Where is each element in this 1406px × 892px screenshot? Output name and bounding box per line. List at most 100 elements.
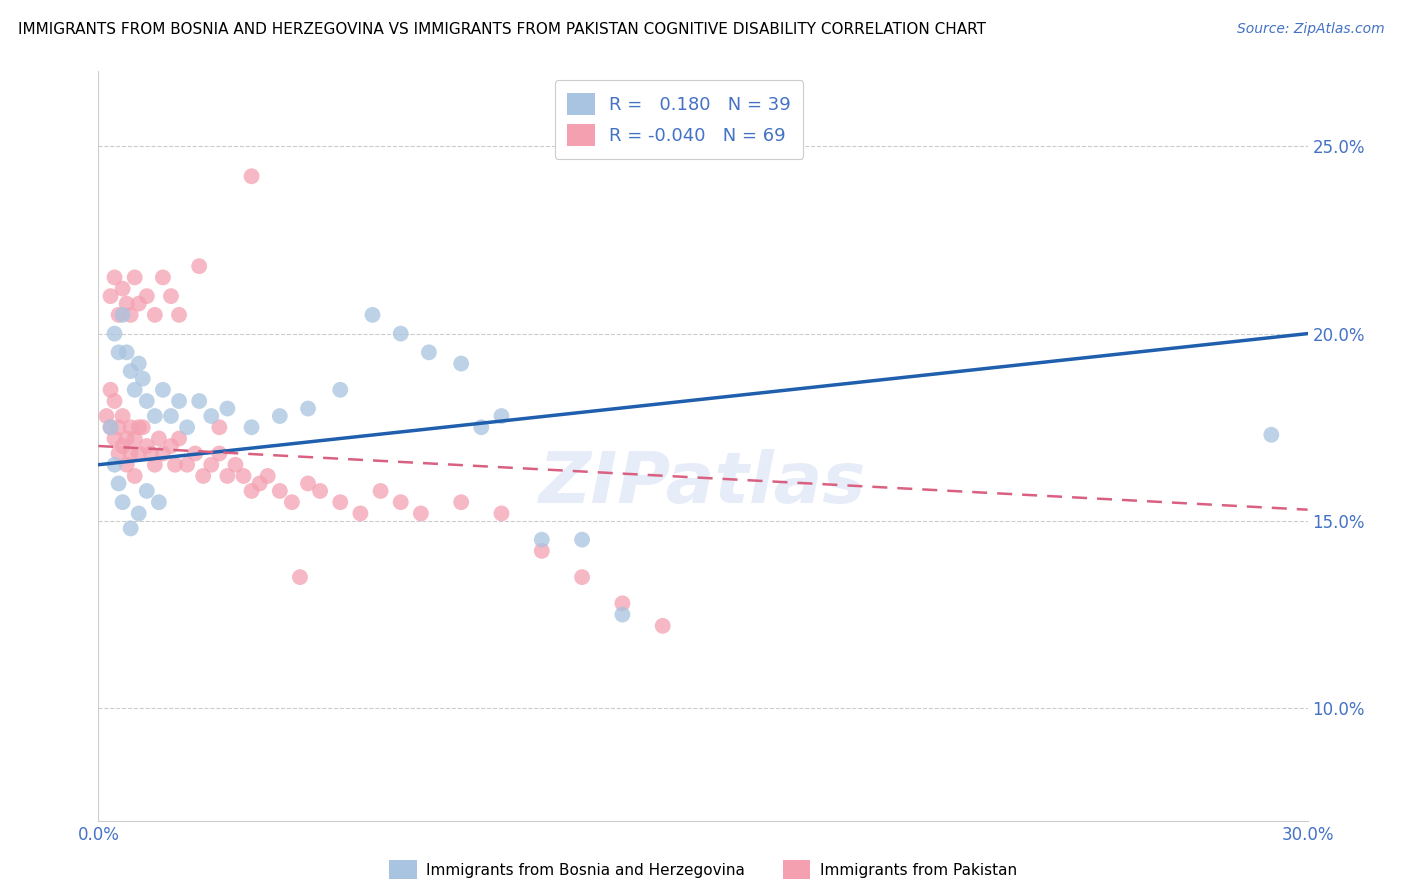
Point: [103, 270, 125, 285]
Point: [124, 270, 146, 285]
Text: IMMIGRANTS FROM BOSNIA AND HERZEGOVINA VS IMMIGRANTS FROM PAKISTAN COGNITIVE DIS: IMMIGRANTS FROM BOSNIA AND HERZEGOVINA V…: [18, 22, 986, 37]
Point: [107, 345, 129, 359]
Point: [232, 469, 254, 483]
Point: [530, 544, 553, 558]
Point: [571, 570, 593, 584]
Point: [297, 401, 319, 416]
Point: [160, 409, 183, 423]
Point: [152, 446, 174, 460]
Point: [107, 308, 129, 322]
Point: [143, 458, 166, 472]
Point: [651, 619, 673, 633]
Point: [160, 289, 183, 303]
Point: [111, 439, 134, 453]
Point: [288, 570, 311, 584]
Point: [107, 420, 129, 434]
Point: [132, 420, 155, 434]
Point: [409, 507, 432, 521]
Point: [188, 394, 211, 409]
Legend: R =   0.180   N = 39, R = -0.040   N = 69: R = 0.180 N = 39, R = -0.040 N = 69: [555, 80, 803, 159]
Point: [217, 401, 239, 416]
Point: [111, 409, 134, 423]
Point: [1260, 427, 1282, 442]
Point: [152, 270, 174, 285]
Point: [329, 383, 352, 397]
Point: [120, 521, 142, 535]
Point: [96, 409, 118, 423]
Point: [491, 507, 513, 521]
Point: [249, 476, 271, 491]
Point: [240, 420, 263, 434]
Point: [143, 308, 166, 322]
Point: [208, 446, 231, 460]
Point: [152, 383, 174, 397]
Point: [115, 296, 138, 310]
Point: [128, 446, 150, 460]
Point: [103, 432, 125, 446]
Point: [128, 357, 150, 371]
Point: [167, 308, 190, 322]
Point: [176, 458, 198, 472]
Point: [361, 308, 384, 322]
Point: [269, 483, 291, 498]
Point: [103, 326, 125, 341]
Point: [143, 409, 166, 423]
Point: [167, 432, 190, 446]
Point: [184, 446, 207, 460]
Point: [128, 296, 150, 310]
Point: [470, 420, 492, 434]
Text: ZIPatlas: ZIPatlas: [540, 449, 866, 518]
Point: [120, 308, 142, 322]
Point: [115, 432, 138, 446]
Point: [135, 439, 157, 453]
Point: [100, 420, 122, 434]
Point: [217, 469, 239, 483]
Point: [491, 409, 513, 423]
Point: [103, 458, 125, 472]
Point: [349, 507, 371, 521]
Point: [111, 308, 134, 322]
Point: [612, 596, 634, 610]
Point: [297, 476, 319, 491]
Point: [370, 483, 392, 498]
Legend: Immigrants from Bosnia and Herzegovina, Immigrants from Pakistan: Immigrants from Bosnia and Herzegovina, …: [382, 855, 1024, 885]
Point: [193, 469, 215, 483]
Point: [571, 533, 593, 547]
Point: [124, 383, 146, 397]
Point: [128, 507, 150, 521]
Point: [389, 326, 412, 341]
Point: [281, 495, 304, 509]
Point: [167, 394, 190, 409]
Point: [224, 458, 246, 472]
Point: [115, 345, 138, 359]
Text: Source: ZipAtlas.com: Source: ZipAtlas.com: [1237, 22, 1385, 37]
Point: [124, 432, 146, 446]
Point: [132, 371, 155, 385]
Point: [256, 469, 278, 483]
Point: [115, 458, 138, 472]
Point: [309, 483, 332, 498]
Point: [269, 409, 291, 423]
Point: [200, 409, 222, 423]
Point: [240, 169, 263, 184]
Point: [107, 476, 129, 491]
Point: [188, 259, 211, 273]
Point: [163, 458, 186, 472]
Point: [148, 495, 170, 509]
Point: [120, 364, 142, 378]
Point: [103, 394, 125, 409]
Point: [160, 439, 183, 453]
Point: [100, 383, 122, 397]
Point: [450, 495, 472, 509]
Point: [111, 282, 134, 296]
Point: [100, 420, 122, 434]
Point: [200, 458, 222, 472]
Point: [530, 533, 553, 547]
Point: [111, 495, 134, 509]
Point: [100, 289, 122, 303]
Point: [120, 420, 142, 434]
Point: [128, 420, 150, 434]
Point: [135, 394, 157, 409]
Point: [389, 495, 412, 509]
Point: [240, 483, 263, 498]
